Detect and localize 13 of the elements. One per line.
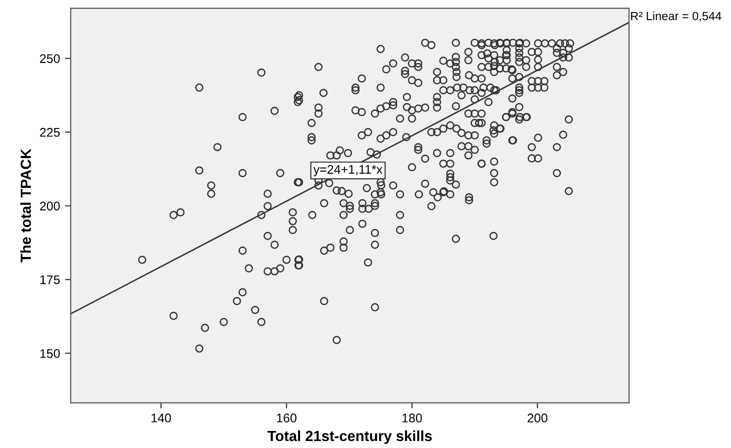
y-tick-label: 175 [40, 275, 60, 284]
y-axis-title: The total TPACK [20, 148, 31, 262]
x-tick-label: 160 [277, 414, 296, 422]
y-tick-label: 225 [40, 128, 60, 137]
y-tick-label: 150 [40, 349, 60, 358]
x-tick-label: 140 [152, 414, 171, 422]
annotation: y=24+1,11*x [313, 164, 382, 176]
y-tick-label: 250 [40, 54, 60, 64]
x-tick-label: 180 [402, 414, 422, 422]
x-tick-label: 200 [528, 414, 548, 422]
x-axis-title: Total 21st-century skills [267, 430, 432, 444]
text: R² Linear = 0,544 [631, 12, 722, 22]
y-tick-label: 200 [40, 202, 60, 210]
